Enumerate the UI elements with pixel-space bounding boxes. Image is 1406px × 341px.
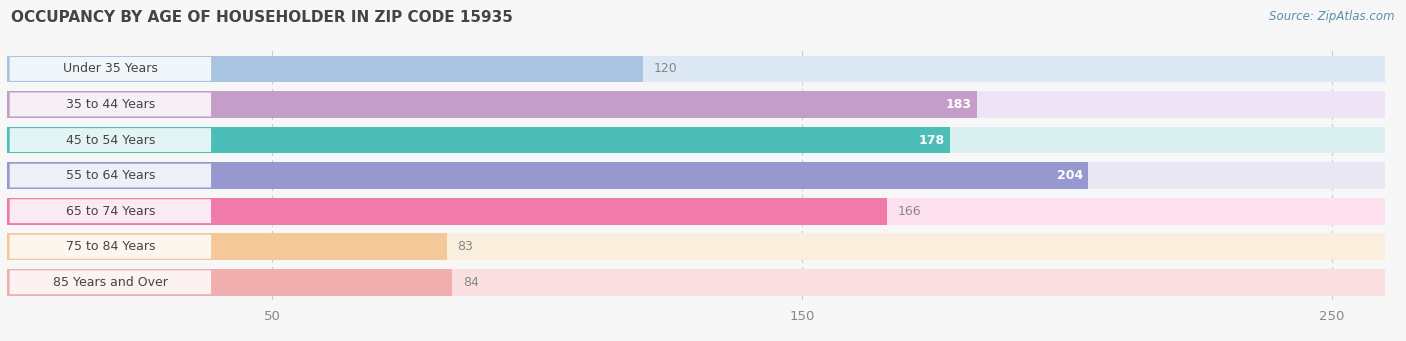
Text: 84: 84 [463,276,478,289]
Bar [7,198,887,224]
FancyBboxPatch shape [10,235,211,259]
Text: 65 to 74 Years: 65 to 74 Years [66,205,155,218]
Text: OCCUPANCY BY AGE OF HOUSEHOLDER IN ZIP CODE 15935: OCCUPANCY BY AGE OF HOUSEHOLDER IN ZIP C… [11,10,513,25]
Text: Source: ZipAtlas.com: Source: ZipAtlas.com [1270,10,1395,23]
Bar [7,56,643,82]
Bar [7,269,453,296]
Text: 85 Years and Over: 85 Years and Over [53,276,167,289]
Text: 183: 183 [946,98,972,111]
Bar [7,127,950,153]
Text: Under 35 Years: Under 35 Years [63,62,157,75]
Bar [7,198,1385,224]
FancyBboxPatch shape [10,92,211,116]
FancyBboxPatch shape [10,128,211,152]
Bar [7,233,1385,260]
Text: 120: 120 [654,62,678,75]
Bar [7,127,1385,153]
Text: 166: 166 [897,205,921,218]
Bar [7,91,1385,118]
Bar [7,162,1385,189]
FancyBboxPatch shape [10,57,211,81]
Text: 83: 83 [457,240,474,253]
FancyBboxPatch shape [10,270,211,294]
Text: 35 to 44 Years: 35 to 44 Years [66,98,155,111]
Bar [7,56,1385,82]
Bar [7,91,977,118]
Bar [7,269,1385,296]
FancyBboxPatch shape [10,164,211,188]
Text: 75 to 84 Years: 75 to 84 Years [66,240,155,253]
FancyBboxPatch shape [10,199,211,223]
Bar [7,233,447,260]
Text: 55 to 64 Years: 55 to 64 Years [66,169,155,182]
Bar [7,162,1088,189]
Text: 178: 178 [920,134,945,147]
Text: 204: 204 [1056,169,1083,182]
Text: 45 to 54 Years: 45 to 54 Years [66,134,155,147]
